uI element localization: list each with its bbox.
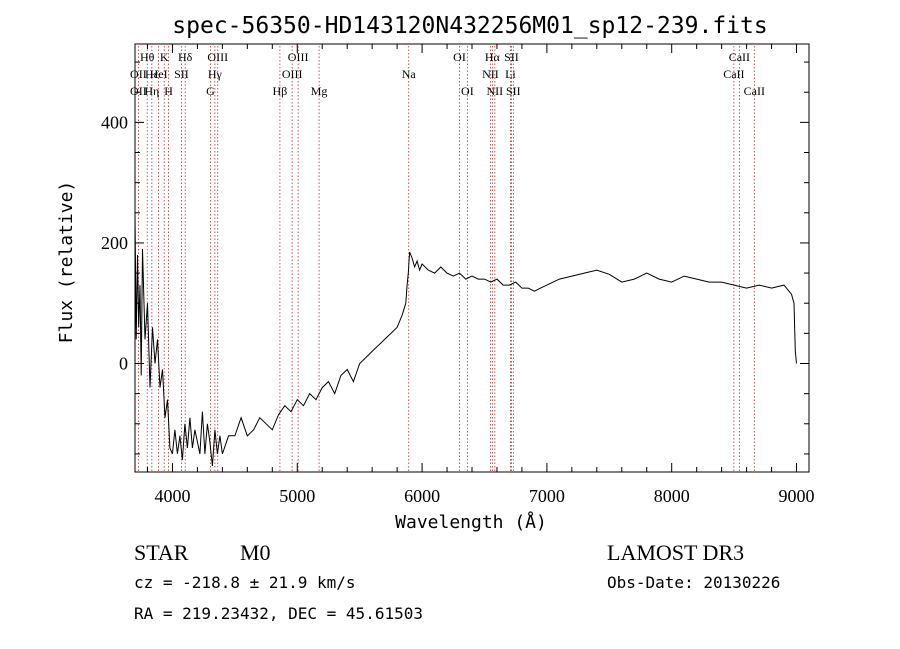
spectral-line-label: Hθ [140,50,155,64]
x-axis-label: Wavelength (Å) [395,511,547,533]
spectral-line-label: HeI [150,67,168,81]
y-tick-label: 0 [119,353,128,373]
spectral-line-label: OIII [282,67,303,81]
x-tick-label: 6000 [404,486,440,506]
y-tick-label: 400 [101,112,128,132]
spectral-line-label: K [160,50,169,64]
spectral-line-label: NII [487,84,504,98]
x-tick-label: 4000 [154,486,190,506]
x-tick-label: 8000 [654,486,690,506]
spectral-line-label: OIII [288,50,309,64]
spectral-line-label: SII [506,84,521,98]
spectral-line-label: NII [482,67,499,81]
spectral-line-label: G [206,84,215,98]
spectral-line-label: Hη [144,84,159,98]
spectrum-line [134,212,797,467]
spectral-line-label: Li [505,67,516,81]
redshift-info: cz = -218.8 ± 21.9 km/s [134,573,356,592]
spectral-line-label: OII [130,84,147,98]
x-tick-label: 9000 [779,486,815,506]
observation-date: Obs-Date: 20130226 [607,573,780,592]
spectral-line-label: Hγ [208,67,223,81]
plot-frame [134,43,810,473]
spectral-line-label: CaII [723,67,744,81]
spectral-line-label: Hδ [178,50,193,64]
x-tick-label: 7000 [529,486,565,506]
y-tick-label: 200 [101,233,128,253]
x-axis-ticks: 4000 5000 6000 7000 8000 9000 [146,44,815,506]
spectral-line-label: Hα [485,50,501,64]
spectral-line-label: SII [504,50,519,64]
object-subclass: M0 [240,540,271,565]
spectral-line-label: SII [174,67,189,81]
coordinates-info: RA = 219.23432, DEC = 45.61503 [134,604,423,623]
survey-name: LAMOST DR3 [607,540,744,565]
spectral-line-label: OI [453,50,466,64]
x-tick-label: 5000 [279,486,315,506]
spectral-line-label: OIII [207,50,228,64]
spectral-line-label: Hβ [273,84,288,98]
spectral-line-label: CaII [729,50,750,64]
spectral-line-label: Mg [311,84,328,98]
spectral-line-label: Hε [145,67,159,81]
object-class: STAR [134,540,189,565]
spectral-line-label: OII [130,67,147,81]
spectral-line-markers [137,46,755,472]
y-axis-label: Flux (relative) [56,181,77,344]
spectral-line-label: H [164,84,173,98]
spectral-line-label: CaII [744,84,765,98]
y-axis-ticks: 0 200 400 [101,61,809,455]
chart-title: spec-56350-HD143120N432256M01_sp12-239.f… [172,13,767,39]
spectral-line-label: Na [402,67,417,81]
spectral-line-label: OI [461,84,474,98]
